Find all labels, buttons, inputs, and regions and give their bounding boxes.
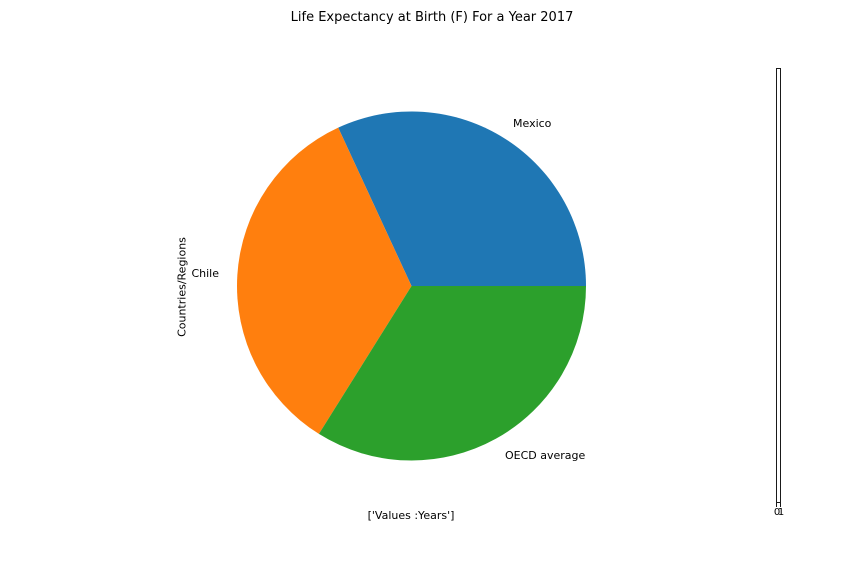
secondary-axis-tick-1 — [780, 503, 781, 507]
y-axis-label: Countries/Regions — [175, 237, 189, 337]
pie-slice-mexico — [338, 111, 586, 286]
pie-slice-chile — [237, 127, 412, 434]
secondary-axis-ticklabel-0: 0 — [773, 507, 781, 518]
pie-slice-oecd-average — [318, 286, 586, 461]
chart-title: Life Expectancy at Birth (F) For a Year … — [290, 10, 574, 25]
secondary-axis-ticklabel-1: 1 — [777, 507, 785, 518]
secondary-axis-tick-0 — [776, 503, 777, 507]
pie-label-mexico: Mexico — [513, 117, 552, 130]
secondary-axis-frame — [776, 68, 781, 503]
pie-label-oecd-average: OECD average — [505, 449, 586, 462]
pie-label-chile: Chile — [191, 267, 219, 280]
x-axis-label: ['Values :Years'] — [367, 509, 455, 522]
